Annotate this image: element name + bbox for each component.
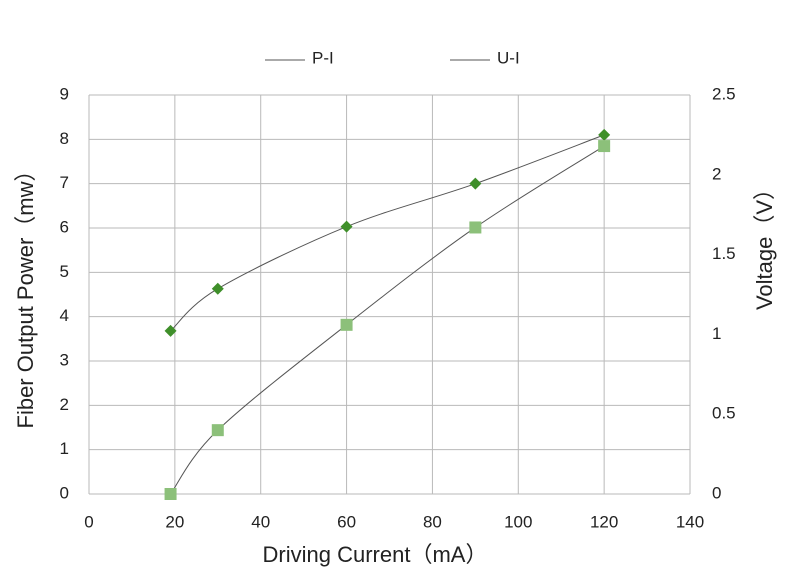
y2-tick-label: 2.5 bbox=[712, 84, 736, 103]
y2-tick-label: 0 bbox=[712, 483, 721, 502]
y-axis-title: Fiber Output Power（mw） bbox=[13, 160, 38, 429]
marker bbox=[340, 318, 353, 331]
x-tick-label: 0 bbox=[84, 512, 93, 531]
marker bbox=[469, 221, 482, 234]
legend-label: U-I bbox=[497, 48, 520, 67]
y-tick-label: 0 bbox=[60, 483, 69, 502]
y-tick-label: 5 bbox=[60, 262, 69, 281]
y-tick-label: 7 bbox=[60, 173, 69, 192]
line bbox=[170, 134, 605, 332]
marker bbox=[164, 324, 177, 337]
x-tick-label: 100 bbox=[504, 512, 532, 531]
x-tick-label: 20 bbox=[165, 512, 184, 531]
y-tick-label: 2 bbox=[60, 395, 69, 414]
marker bbox=[598, 128, 611, 141]
y-tick-label: 6 bbox=[60, 217, 69, 236]
x-tick-label: 120 bbox=[590, 512, 618, 531]
y2-tick-label: 0.5 bbox=[712, 404, 736, 423]
y-tick-label: 4 bbox=[60, 306, 69, 325]
y-tick-label: 9 bbox=[60, 84, 69, 103]
y2-tick-label: 1 bbox=[712, 324, 721, 343]
y-tick-label: 1 bbox=[60, 439, 69, 458]
x-tick-label: 60 bbox=[337, 512, 356, 531]
marker bbox=[164, 488, 177, 500]
marker bbox=[211, 282, 224, 295]
y2-tick-label: 2 bbox=[712, 164, 721, 183]
y-tick-label: 8 bbox=[60, 129, 69, 148]
y-tick-label: 3 bbox=[60, 350, 69, 369]
marker bbox=[598, 140, 611, 153]
marker bbox=[340, 220, 353, 233]
y2-axis-title: Voltage（V） bbox=[752, 178, 777, 310]
legend-label: P-I bbox=[312, 48, 334, 67]
y2-tick-label: 1.5 bbox=[712, 244, 736, 263]
marker bbox=[469, 177, 482, 190]
line bbox=[170, 145, 605, 495]
x-tick-label: 40 bbox=[251, 512, 270, 531]
x-axis-title: Driving Current（mA） bbox=[263, 542, 488, 567]
x-tick-label: 140 bbox=[676, 512, 704, 531]
marker bbox=[211, 424, 224, 437]
x-tick-label: 80 bbox=[423, 512, 442, 531]
